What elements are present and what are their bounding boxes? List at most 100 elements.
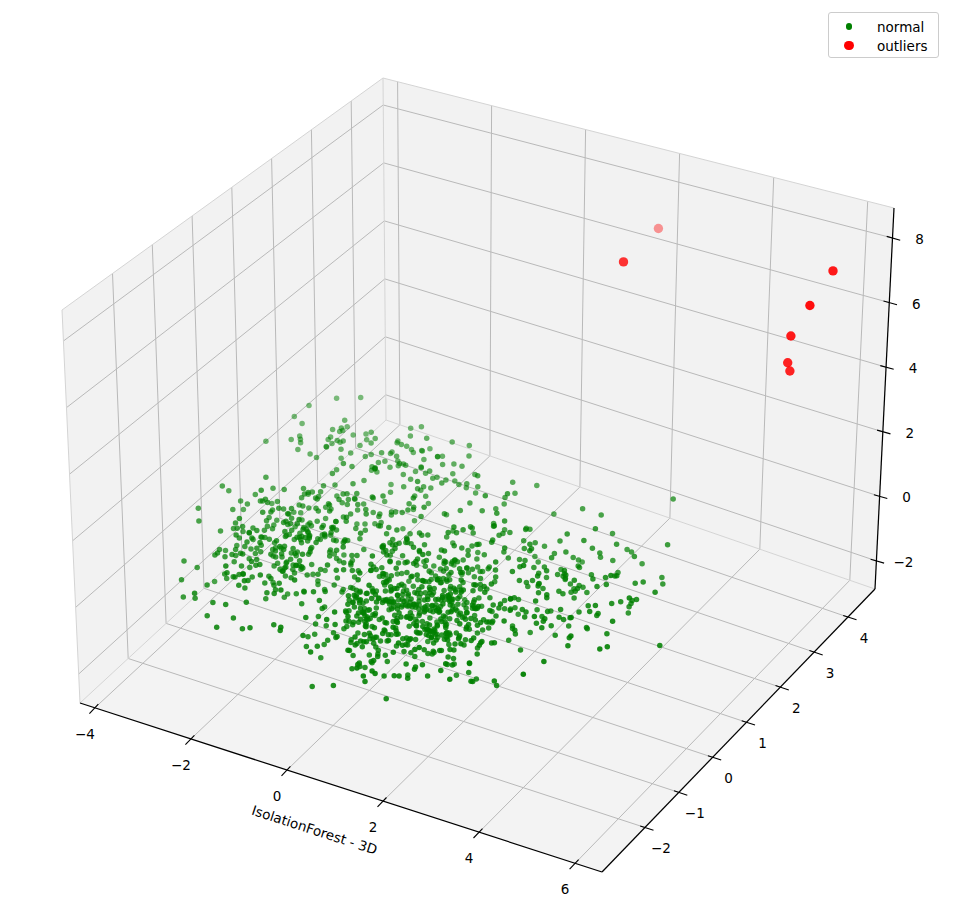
normal-point: [288, 437, 294, 443]
normal-point: [245, 501, 251, 507]
normal-point: [306, 403, 312, 409]
normal-point: [458, 589, 464, 595]
normal-point: [382, 459, 388, 465]
normal-point: [196, 505, 202, 511]
normal-point: [557, 538, 563, 544]
z-tick-label: 2: [906, 425, 915, 441]
normal-point: [639, 561, 645, 567]
normal-point: [575, 586, 581, 592]
normal-point: [460, 557, 466, 563]
normal-point: [457, 621, 463, 627]
normal-point: [450, 662, 456, 668]
normal-point: [324, 444, 330, 450]
normal-point: [262, 580, 268, 586]
normal-point: [375, 654, 381, 660]
normal-point: [580, 584, 586, 590]
normal-point: [604, 582, 610, 588]
normal-point: [451, 524, 457, 530]
normal-point: [357, 536, 363, 542]
normal-point: [429, 629, 435, 635]
normal-point: [501, 618, 507, 624]
normal-point: [415, 577, 421, 583]
y-tick-label: 2: [792, 700, 801, 716]
normal-point: [610, 531, 616, 537]
normal-point: [452, 641, 458, 647]
normal-point: [634, 597, 640, 603]
normal-point: [233, 520, 239, 526]
normal-point: [670, 496, 676, 502]
normal-point: [424, 632, 430, 638]
normal-point: [335, 575, 341, 581]
normal-point: [262, 528, 268, 534]
normal-point: [344, 515, 350, 521]
normal-point: [449, 439, 455, 445]
normal-point: [464, 565, 470, 571]
normal-point: [367, 652, 373, 658]
normal-point: [332, 482, 338, 488]
normal-point: [548, 623, 554, 629]
normal-point: [349, 553, 355, 559]
normal-point: [242, 578, 248, 584]
normal-point: [576, 557, 582, 563]
normal-point: [545, 609, 551, 615]
normal-point: [427, 446, 433, 452]
normal-point: [373, 567, 379, 573]
normal-point: [660, 581, 666, 587]
normal-point: [444, 630, 450, 636]
normal-point: [455, 596, 461, 602]
normal-point: [465, 548, 471, 554]
normal-point: [441, 568, 447, 574]
normal-point: [408, 610, 414, 616]
normal-point: [609, 601, 615, 607]
normal-point: [523, 609, 529, 615]
normal-point: [396, 597, 402, 603]
normal-point: [376, 523, 382, 529]
normal-point: [389, 573, 395, 579]
normal-point: [408, 636, 414, 642]
normal-point: [542, 616, 548, 622]
normal-point: [475, 623, 481, 629]
normal-point: [490, 602, 496, 608]
normal-point: [474, 651, 480, 657]
normal-point: [493, 574, 499, 580]
normal-point: [361, 547, 367, 553]
normal-point: [349, 666, 355, 672]
normal-point: [486, 625, 492, 631]
normal-point: [532, 554, 538, 560]
normal-point: [319, 525, 325, 531]
normal-point: [298, 510, 304, 516]
normal-point: [292, 577, 298, 583]
normal-point: [517, 578, 523, 584]
normal-point: [236, 583, 242, 589]
normal-point: [316, 494, 322, 500]
normal-point: [399, 571, 405, 577]
normal-point: [334, 568, 340, 574]
normal-point: [419, 424, 425, 430]
normal-point: [366, 583, 372, 589]
normal-point: [352, 604, 358, 610]
normal-point: [510, 479, 516, 485]
normal-point: [229, 552, 235, 558]
normal-point: [304, 644, 310, 650]
normal-point: [386, 525, 392, 531]
normal-point: [451, 543, 457, 549]
normal-point: [321, 642, 327, 648]
normal-point: [281, 487, 287, 493]
normal-point: [475, 550, 481, 556]
normal-point: [246, 530, 252, 536]
normal-point: [264, 590, 270, 596]
normal-point: [394, 454, 400, 460]
x-tick-label: −2: [171, 757, 191, 773]
normal-point: [194, 565, 200, 571]
normal-point: [471, 635, 477, 641]
normal-point: [441, 588, 447, 594]
z-tick-label: 0: [902, 489, 911, 505]
normal-point: [312, 632, 318, 638]
normal-point: [355, 577, 361, 583]
normal-point: [308, 649, 314, 655]
normal-point: [282, 529, 288, 535]
normal-point: [412, 667, 418, 673]
normal-point: [277, 544, 283, 550]
normal-point: [253, 551, 259, 557]
normal-point: [398, 614, 404, 620]
